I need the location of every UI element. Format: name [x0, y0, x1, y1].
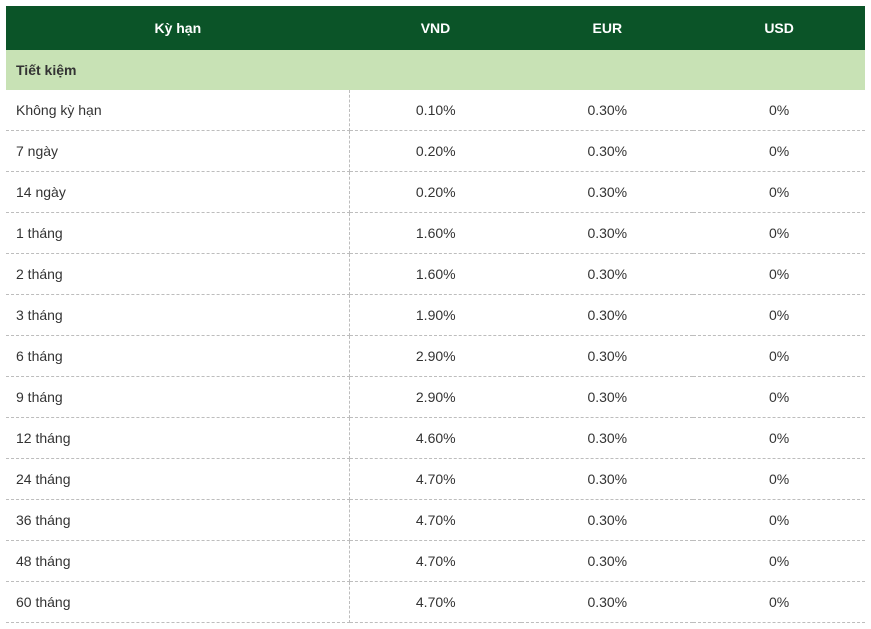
cell-term: 14 ngày [6, 172, 350, 213]
cell-vnd: 4.70% [350, 541, 522, 582]
cell-eur: 0.30% [521, 377, 693, 418]
table-row: Không kỳ hạn0.10%0.30%0% [6, 90, 865, 131]
cell-vnd: 1.60% [350, 213, 522, 254]
cell-term: 9 tháng [6, 377, 350, 418]
cell-eur: 0.30% [521, 500, 693, 541]
cell-vnd: 0.20% [350, 131, 522, 172]
table-row: 60 tháng4.70%0.30%0% [6, 582, 865, 623]
cell-usd: 0% [693, 131, 865, 172]
cell-term: Không kỳ hạn [6, 90, 350, 131]
cell-vnd: 2.90% [350, 377, 522, 418]
cell-term: 60 tháng [6, 582, 350, 623]
table-row: 48 tháng4.70%0.30%0% [6, 541, 865, 582]
cell-usd: 0% [693, 90, 865, 131]
section-label: Tiết kiệm [6, 50, 865, 90]
table-row: 14 ngày0.20%0.30%0% [6, 172, 865, 213]
col-header-term: Kỳ hạn [6, 6, 350, 50]
rates-table-container: Kỳ hạn VND EUR USD Tiết kiệm Không kỳ hạ… [6, 6, 865, 623]
table-header-row: Kỳ hạn VND EUR USD [6, 6, 865, 50]
cell-vnd: 0.20% [350, 172, 522, 213]
cell-term: 3 tháng [6, 295, 350, 336]
table-row: 12 tháng4.60%0.30%0% [6, 418, 865, 459]
section-row: Tiết kiệm [6, 50, 865, 90]
cell-eur: 0.30% [521, 459, 693, 500]
cell-vnd: 4.70% [350, 459, 522, 500]
interest-rates-table: Kỳ hạn VND EUR USD Tiết kiệm Không kỳ hạ… [6, 6, 865, 623]
cell-term: 24 tháng [6, 459, 350, 500]
cell-eur: 0.30% [521, 254, 693, 295]
table-row: 24 tháng4.70%0.30%0% [6, 459, 865, 500]
cell-usd: 0% [693, 254, 865, 295]
cell-eur: 0.30% [521, 541, 693, 582]
cell-eur: 0.30% [521, 295, 693, 336]
cell-term: 12 tháng [6, 418, 350, 459]
cell-eur: 0.30% [521, 90, 693, 131]
cell-usd: 0% [693, 582, 865, 623]
cell-vnd: 4.60% [350, 418, 522, 459]
cell-vnd: 0.10% [350, 90, 522, 131]
cell-term: 7 ngày [6, 131, 350, 172]
table-row: 36 tháng4.70%0.30%0% [6, 500, 865, 541]
cell-term: 1 tháng [6, 213, 350, 254]
table-body: Tiết kiệm Không kỳ hạn0.10%0.30%0%7 ngày… [6, 50, 865, 623]
cell-term: 6 tháng [6, 336, 350, 377]
col-header-usd: USD [693, 6, 865, 50]
table-row: 9 tháng2.90%0.30%0% [6, 377, 865, 418]
cell-usd: 0% [693, 172, 865, 213]
cell-term: 36 tháng [6, 500, 350, 541]
cell-usd: 0% [693, 459, 865, 500]
table-row: 6 tháng2.90%0.30%0% [6, 336, 865, 377]
cell-vnd: 2.90% [350, 336, 522, 377]
cell-term: 48 tháng [6, 541, 350, 582]
table-row: 3 tháng1.90%0.30%0% [6, 295, 865, 336]
cell-usd: 0% [693, 336, 865, 377]
cell-term: 2 tháng [6, 254, 350, 295]
cell-usd: 0% [693, 213, 865, 254]
cell-eur: 0.30% [521, 582, 693, 623]
cell-eur: 0.30% [521, 131, 693, 172]
cell-vnd: 4.70% [350, 500, 522, 541]
cell-eur: 0.30% [521, 213, 693, 254]
cell-eur: 0.30% [521, 336, 693, 377]
cell-vnd: 1.60% [350, 254, 522, 295]
cell-eur: 0.30% [521, 172, 693, 213]
cell-vnd: 1.90% [350, 295, 522, 336]
cell-eur: 0.30% [521, 418, 693, 459]
col-header-vnd: VND [350, 6, 522, 50]
cell-usd: 0% [693, 500, 865, 541]
table-row: 1 tháng1.60%0.30%0% [6, 213, 865, 254]
cell-usd: 0% [693, 295, 865, 336]
cell-vnd: 4.70% [350, 582, 522, 623]
cell-usd: 0% [693, 541, 865, 582]
table-row: 2 tháng1.60%0.30%0% [6, 254, 865, 295]
table-row: 7 ngày0.20%0.30%0% [6, 131, 865, 172]
col-header-eur: EUR [521, 6, 693, 50]
cell-usd: 0% [693, 418, 865, 459]
cell-usd: 0% [693, 377, 865, 418]
